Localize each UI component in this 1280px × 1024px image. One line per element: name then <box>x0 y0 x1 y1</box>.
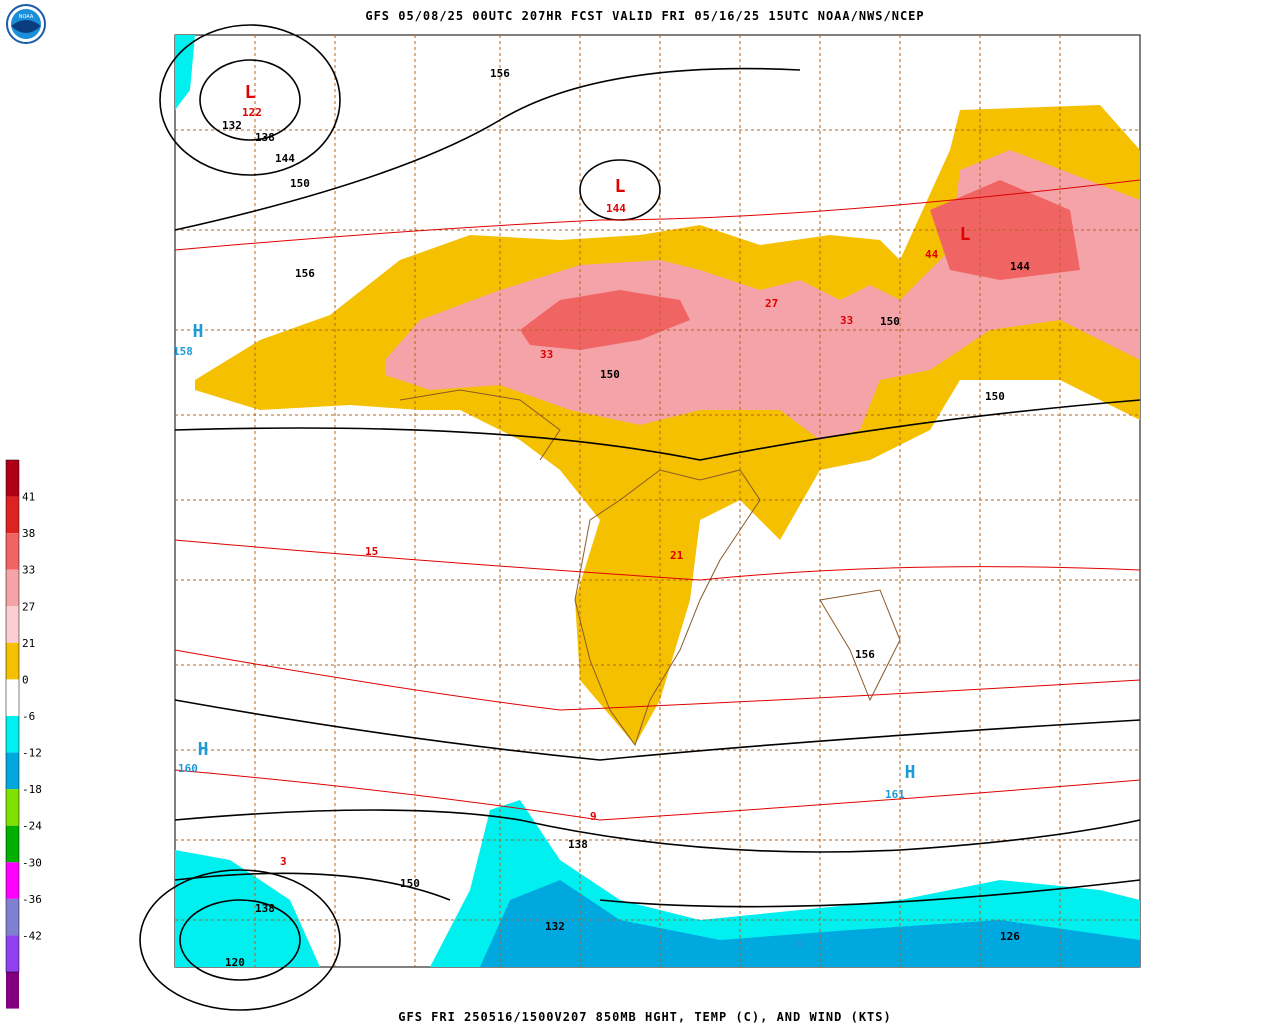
colorbar-frame <box>5 459 20 973</box>
colorbar-label: 0 <box>22 673 29 686</box>
colorbar-label: -18 <box>22 783 42 796</box>
colorbar-swatch <box>6 679 19 716</box>
colorbar-swatch <box>6 752 19 790</box>
contour-label: 160 <box>178 762 198 775</box>
temp-label: 33 <box>540 348 553 361</box>
colorbar-swatch <box>6 606 19 643</box>
colorbar-label: 27 <box>22 600 35 613</box>
contour-label: 122 <box>242 106 262 119</box>
height-contour <box>199 59 301 141</box>
colorbar-swatch <box>6 935 19 972</box>
low-marker: L <box>245 82 256 103</box>
high-marker: H <box>905 762 916 783</box>
height-contour <box>179 899 301 981</box>
footer: GFS FRI 250516/1500V207 850MB HGHT, TEMP… <box>398 1010 891 1024</box>
temp-label: 33 <box>840 314 853 327</box>
contour-label: 156 <box>490 67 510 80</box>
colorbar-label: -12 <box>22 747 42 760</box>
lat-lon-grid <box>175 35 1140 967</box>
colorbar-label: 33 <box>22 564 35 577</box>
colorbar-label: -6 <box>22 710 35 723</box>
logo-text: NOAA <box>19 14 34 20</box>
contour-label: 132 <box>545 920 565 933</box>
contour-label: 150 <box>290 177 310 190</box>
colorbar-label: 41 <box>22 491 35 504</box>
cold-region <box>175 850 320 967</box>
colorbar-swatch <box>6 460 19 497</box>
height-contour <box>139 869 341 1011</box>
high-marker: H <box>198 739 209 760</box>
colorbar-swatch <box>6 898 19 936</box>
temp-label: 21 <box>670 549 684 562</box>
contour-label: 150 <box>880 315 900 328</box>
colorbar-swatch <box>6 642 19 680</box>
colorbar-label: -30 <box>22 856 42 869</box>
contour-label: 132 <box>222 119 242 132</box>
contour-label: 158 <box>173 345 193 358</box>
colorbar-label: 38 <box>22 527 35 540</box>
warm-region <box>195 105 1140 745</box>
height-contour <box>174 67 1141 908</box>
temp-label: 27 <box>765 297 778 310</box>
contour-label: 138 <box>568 838 588 851</box>
contour-label: 120 <box>225 956 245 969</box>
colorbar-label: -42 <box>22 929 42 942</box>
contour-label: 144 <box>275 152 295 165</box>
colorbar-swatch <box>6 825 19 863</box>
height-contour <box>159 24 341 176</box>
colorbar-swatch <box>6 716 19 753</box>
colder-region <box>480 880 1140 967</box>
temp-label: 3 <box>280 855 287 868</box>
contour-label: 150 <box>600 368 620 381</box>
contour-label: 150 <box>400 877 420 890</box>
temperature-contour <box>174 179 1141 821</box>
contour-label: 144 <box>1010 260 1030 273</box>
colorbar-swatch <box>6 789 19 826</box>
colorbar-swatch <box>6 972 19 1009</box>
contour-label: 156 <box>855 648 875 661</box>
contour-label: 156 <box>295 267 315 280</box>
temp-label: 44 <box>925 248 939 261</box>
temp-label: 15 <box>365 545 378 558</box>
temp-label: -9 <box>790 938 803 951</box>
colorbar: 41 38 33 27 21 0 -6 -12 -18 -24 -30 -36 -42 <box>5 459 42 1009</box>
temp-label: 9 <box>590 810 597 823</box>
colorbar-label: 21 <box>22 637 35 650</box>
map-area: L 122 132 138 144 150 156 L 144 H 158 H … <box>139 24 1141 1011</box>
hot-region <box>385 150 1140 440</box>
colorbar-swatch <box>6 496 19 534</box>
colorbar-label: -36 <box>22 893 42 906</box>
contour-label: 126 <box>1000 930 1020 943</box>
contour-label: 150 <box>985 390 1005 403</box>
contour-label: 161 <box>885 788 905 801</box>
colorbar-swatch <box>6 533 19 570</box>
contour-label: 138 <box>255 902 275 915</box>
colorbar-swatch <box>6 862 19 899</box>
coastline <box>399 389 901 747</box>
low-marker: L <box>615 176 626 197</box>
contour-label: 138 <box>255 131 275 144</box>
colorbar-swatch <box>6 569 19 607</box>
high-marker: H <box>193 321 204 342</box>
contour-label: 144 <box>606 202 626 215</box>
colorbar-label: -24 <box>22 820 42 833</box>
title: GFS 05/08/25 00UTC 207HR FCST VALID FRI … <box>365 9 924 23</box>
noaa-logo: NOAA <box>6 4 46 44</box>
hottest-region <box>520 290 690 350</box>
low-marker: L <box>960 224 971 245</box>
